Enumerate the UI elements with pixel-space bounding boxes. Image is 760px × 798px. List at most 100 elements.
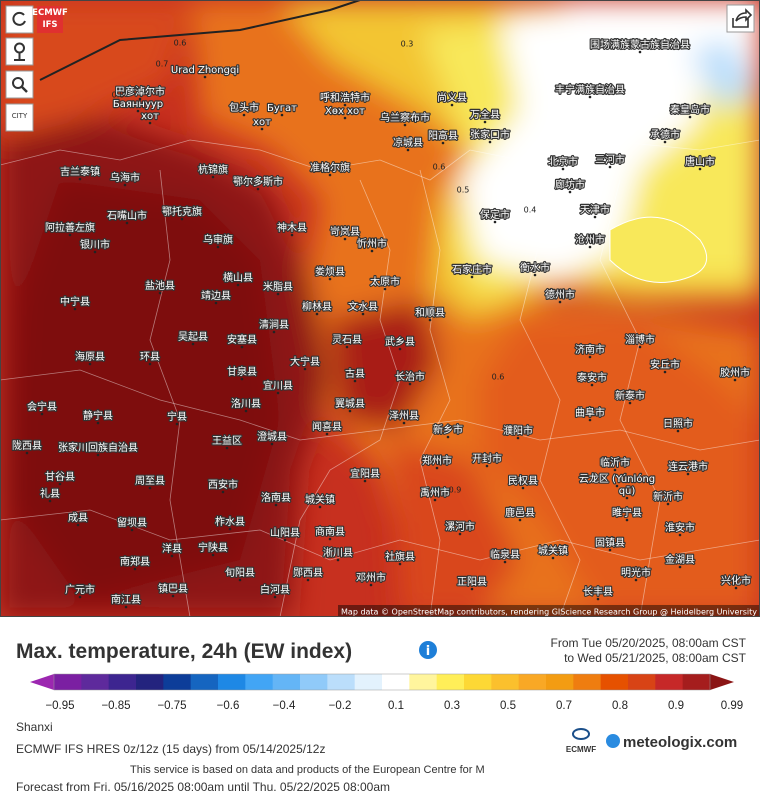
refresh-button[interactable] [5,5,34,34]
city-dot [270,442,274,446]
info-button[interactable] [419,641,437,659]
city-dot [175,422,179,426]
badge-line1: ECMWF [32,8,68,18]
city-label: 连云港市 [668,460,708,473]
city-label: 郑州市 [422,454,452,467]
city-label: 静宁县 [83,409,113,422]
city-label: 柞水县 [215,515,245,528]
colorbar-swatch [436,674,465,690]
city-dot [493,220,497,224]
info-icon: i [426,644,430,659]
city-dot [441,141,445,145]
city-label: 中宁县 [60,295,90,308]
contour-label: 0.5 [457,186,470,195]
city-label: 鄂尔多斯市 [233,175,283,188]
city-dot [325,432,329,436]
city-dot [369,583,373,587]
city-dot [276,391,280,395]
city-dot [398,347,402,351]
city-label: 宁陕县 [198,541,228,554]
badge-line2: IFS [42,20,57,30]
city-label: 清涧县 [259,318,289,331]
colorbar-label: 0.7 [556,700,572,712]
city-button[interactable] [5,103,34,132]
time-to: to Wed 05/21/2025, 08:00am CST [564,651,747,665]
city-label: 巴彦淖尔市 [115,85,165,98]
city-label: 鹿邑县 [505,506,535,519]
city-dot [403,123,407,127]
city-label: 新泰市 [615,389,645,402]
city-label: 靖边县 [201,289,231,302]
national-border [39,0,361,81]
city-dot [25,451,29,455]
city-dot [260,127,264,131]
city-dot [273,595,277,599]
city-dot [203,75,207,79]
city-dot [446,435,450,439]
city-dot [328,173,332,177]
city-dot [238,578,242,582]
city-label: 岢岚县 [330,226,360,238]
city-label: 禹州市 [420,486,450,499]
city-label: 太原市 [370,275,400,288]
city-label: 武乡县 [385,335,415,348]
city-label: 宜川县 [263,379,293,392]
city-label: 闻喜县 [312,420,342,433]
colorbar-swatch [546,674,574,690]
city-label: 南郑县 [120,555,150,568]
colorbar-end-high [710,674,734,690]
city-label: 固镇县 [595,536,625,549]
city-dot [328,277,332,281]
city-dot [353,379,357,383]
city-dot [503,560,507,564]
ecmwf-logo-mark [572,728,590,740]
city-label: 安塞县 [227,333,257,346]
city-dot [236,283,240,287]
model-badge[interactable] [37,6,63,33]
city-label: 沧州市 [575,233,605,246]
city-dot [625,496,629,500]
city-dot [593,215,597,219]
city-dot [170,554,174,558]
city-dot [214,301,218,305]
city-dot [225,446,229,450]
city-dot [130,528,134,532]
city-label: хот [141,111,159,122]
city-dot [88,362,92,366]
city-label: 张家川回族自治县 [58,441,138,454]
city-label: 吉兰泰镇 [60,165,100,178]
city-dot [521,486,525,490]
city-dot [688,115,692,119]
city-dot [615,484,619,488]
city-label: 娄烦县 [315,265,345,278]
city-label: 商南县 [315,525,345,538]
city-dot [68,233,72,237]
city-label: 承德市 [650,128,680,141]
city-label: 留坝县 [117,516,147,529]
city-dot [663,370,667,374]
city-label: 文水县 [348,300,378,313]
city-label: 长丰县 [583,585,613,598]
city-dot [58,482,62,486]
refresh-icon [12,11,26,26]
city-dot [398,562,402,566]
service-fade [440,762,560,778]
colorbar-swatch [518,674,547,690]
city-label: 鄂托克旗 [162,205,202,218]
city-dot [283,538,287,542]
city-label: 长治市 [395,370,425,383]
city-dot [625,518,629,522]
city-dot [470,587,474,591]
city-label: 天津市 [580,203,610,216]
zoom-button[interactable] [5,70,34,99]
city-dot [280,113,284,117]
city-dot [488,140,492,144]
city-label: 淄博市 [625,333,655,346]
city-dot [125,221,129,225]
panel-title: Max. temperature, 24h (EW index) [16,640,352,663]
city-label: 曲阜市 [575,406,605,419]
city-dot [638,345,642,349]
city-label: 开封市 [472,452,502,465]
colorbar-swatch [272,674,301,690]
